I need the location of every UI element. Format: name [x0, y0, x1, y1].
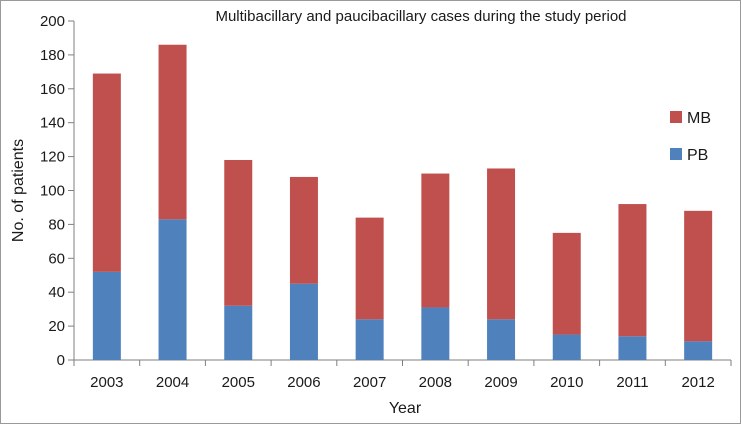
x-tick-label: 2010	[550, 374, 583, 391]
y-tick-label: 140	[40, 115, 65, 132]
x-tick-label: 2012	[681, 374, 714, 391]
y-tick-label: 180	[40, 47, 65, 64]
y-axis-title: No. of patients	[10, 139, 27, 242]
y-tick-label: 100	[40, 183, 65, 200]
y-tick-label: 40	[48, 284, 65, 301]
bar-mb-2012	[684, 210, 713, 342]
bar-mb-2007	[355, 217, 384, 320]
bar-mb-2006	[289, 176, 318, 284]
x-tick-label: 2006	[287, 374, 320, 391]
x-axis-title: Year	[389, 400, 422, 417]
y-tick-label: 120	[40, 149, 65, 166]
x-tick-label: 2009	[484, 374, 517, 391]
x-tick-label: 2005	[222, 374, 255, 391]
bar-mb-2010	[552, 232, 581, 335]
legend-swatch-mb	[670, 111, 682, 123]
bar-mb-2011	[618, 204, 647, 337]
bar-mb-2005	[224, 159, 253, 306]
x-tick-label: 2008	[419, 374, 452, 391]
x-axis: 2003 2004 2005 2006 2007 2008 2009 2010 2011 2012	[73, 359, 732, 391]
x-tick-label: 2004	[156, 374, 189, 391]
bar-mb-2008	[421, 173, 450, 308]
legend-label-pb: PB	[687, 147, 708, 164]
legend-label-mb: MB	[687, 110, 711, 127]
bar-pb-2011	[618, 336, 647, 360]
bar-mb-2003	[92, 73, 121, 272]
y-tick-label: 60	[48, 250, 65, 267]
bar-pb-2009	[487, 319, 516, 360]
bar-pb-2003	[92, 271, 121, 360]
bar-pb-2004	[158, 219, 187, 360]
x-tick-label: 2007	[353, 374, 386, 391]
y-tick-label: 160	[40, 81, 65, 98]
y-tick-label: 20	[48, 318, 65, 335]
bar-mb-2009	[487, 168, 516, 320]
legend-swatch-pb	[670, 148, 682, 160]
x-tick-label: 2011	[616, 374, 648, 391]
y-tick-label: 80	[48, 216, 65, 233]
bar-pb-2010	[552, 334, 581, 360]
bar-pb-2012	[684, 341, 713, 360]
bar-mb-2004	[158, 44, 187, 220]
bar-pb-2007	[355, 319, 384, 360]
y-axis: 0 20 40 60 80 100 120 140 160 180 200	[40, 13, 75, 369]
x-tick-label: 2003	[90, 374, 123, 391]
y-tick-label: 200	[40, 13, 65, 30]
chart-title: Multibacillary and paucibacillary cases …	[215, 8, 626, 25]
bar-pb-2005	[224, 305, 253, 360]
legend: MB PB	[670, 110, 711, 164]
bars-group	[92, 44, 713, 360]
y-tick-label: 0	[57, 352, 65, 369]
bar-pb-2008	[421, 307, 450, 360]
bar-pb-2006	[289, 283, 318, 360]
